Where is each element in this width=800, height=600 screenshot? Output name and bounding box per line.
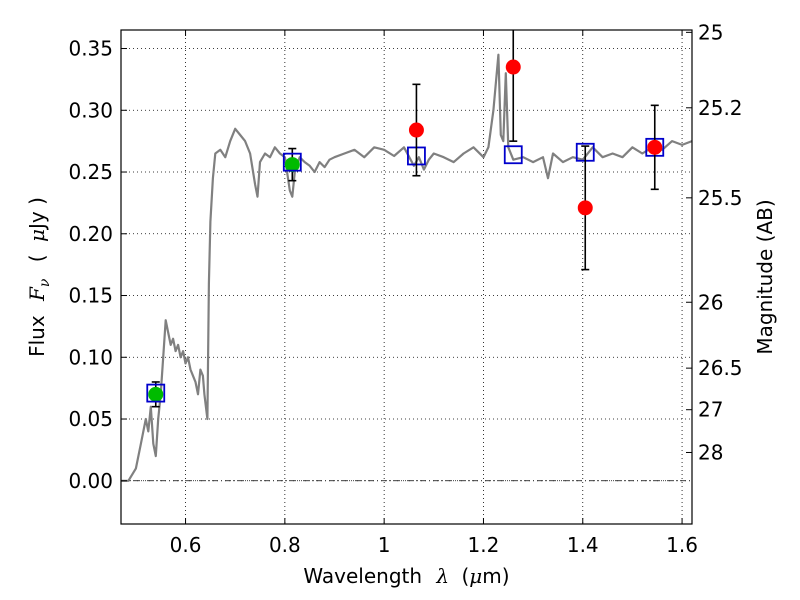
y-axis-flux-subscript: ν xyxy=(37,278,53,287)
y-tick-label: 0.35 xyxy=(68,37,113,61)
y-tick-label: 0.05 xyxy=(68,407,113,431)
model-photometry-square xyxy=(282,152,302,172)
x-axis-unit-open: ( xyxy=(461,564,469,588)
axis-ticks: 0.6 0.8 1 1.2 1.4 1.6 0.00 0.05 0.10 0.15 0.20 0.25… xyxy=(68,20,742,557)
y-tick-label: 0.10 xyxy=(68,345,113,369)
x-axis-title-text: Wavelength xyxy=(303,564,422,588)
y-axis-unit-open: ( xyxy=(25,254,49,262)
x-axis-title: Wavelength λ (μm) xyxy=(303,564,509,588)
data-marks-layer xyxy=(146,30,665,408)
x-axis-lambda-symbol: λ xyxy=(435,564,449,588)
x-tick-label: 1.2 xyxy=(468,533,500,557)
magnitude-tick-label: 25.5 xyxy=(698,186,743,210)
y-tick-label: 0.20 xyxy=(68,222,113,246)
magnitude-tick-label: 26 xyxy=(698,290,723,314)
magnitude-tick-label: 28 xyxy=(698,440,723,464)
y-axis-flux-symbol: F xyxy=(25,286,49,302)
red-data-point xyxy=(577,200,593,216)
x-tick-label: 1 xyxy=(378,533,391,557)
y-tick-label: 0.00 xyxy=(68,469,113,493)
grid-lines xyxy=(121,30,692,524)
green-data-point xyxy=(148,386,164,402)
y-axis-unit-rest: Jy ) xyxy=(25,197,49,231)
x-tick-label: 0.8 xyxy=(269,533,301,557)
model-photometry-square xyxy=(146,383,166,403)
magnitude-tick-label: 26.5 xyxy=(698,356,743,380)
model-spectrum-line xyxy=(121,53,693,482)
y-tick-label: 0.25 xyxy=(68,160,113,184)
y-axis-title: Flux Fν ( μJy ) xyxy=(25,197,54,357)
green-data-point xyxy=(284,157,300,173)
x-tick-label: 1.6 xyxy=(666,533,698,557)
red-data-point xyxy=(505,59,521,75)
red-data-point xyxy=(408,122,424,138)
x-axis-unit-rest: m) xyxy=(482,564,509,588)
y-axis-title-text: Flux xyxy=(25,315,49,357)
model-spectrum-layer xyxy=(121,53,693,482)
magnitude-axis-title: Magnitude (AB) xyxy=(753,199,777,354)
magnitude-tick-label: 25.2 xyxy=(698,96,743,120)
model-photometry-square xyxy=(503,145,523,165)
plot-frame xyxy=(120,29,693,525)
x-tick-label: 0.6 xyxy=(170,533,202,557)
x-tick-label: 1.4 xyxy=(567,533,599,557)
magnitude-tick-label: 27 xyxy=(698,398,723,422)
y-axis-unit-mu: μ xyxy=(25,229,49,242)
red-data-point xyxy=(647,139,663,155)
y-tick-label: 0.30 xyxy=(68,98,113,122)
magnitude-tick-label: 25 xyxy=(698,20,723,44)
y-tick-label: 0.15 xyxy=(68,284,113,308)
x-axis-unit-mu: μ xyxy=(469,564,482,588)
